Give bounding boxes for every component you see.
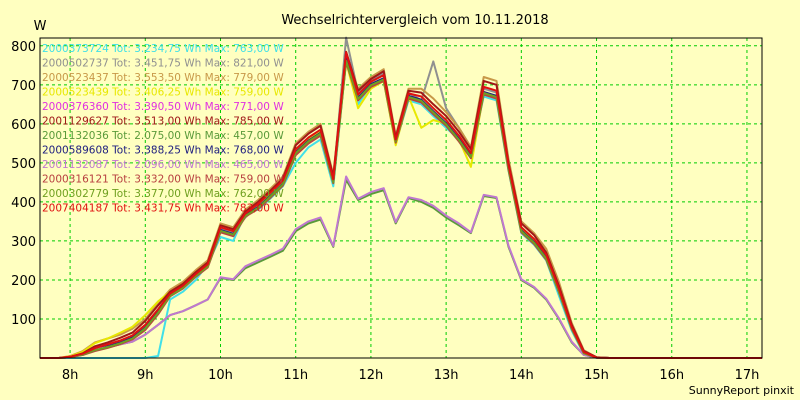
y-tick-label: 500: [11, 157, 36, 172]
legend-entry: 2000523439 Tot: 3.406,25 Wh Max: 759,00 …: [42, 87, 284, 99]
y-tick-label: 100: [11, 313, 36, 328]
legend-entry: 2000316121 Tot: 3.332,00 Wh Max: 759,00 …: [42, 174, 284, 186]
legend-entry: 2001129627 Tot: 3.513,00 Wh Max: 785,00 …: [42, 116, 284, 128]
legend-entry: 2000502737 Tot: 3.451,75 Wh Max: 821,00 …: [42, 58, 284, 70]
y-tick-label: 300: [11, 235, 36, 250]
legend: 2000373724 Tot: 3.234,75 Wh Max: 763,00 …: [42, 43, 284, 215]
legend-entry: 2000523437 Tot: 3.553,50 Wh Max: 779,00 …: [42, 72, 284, 84]
x-tick-label: 16h: [659, 368, 684, 383]
y-tick-label: 400: [11, 196, 36, 211]
x-tick-label: 17h: [735, 368, 760, 383]
y-tick-labels: 100 200 300 400 500 600 700 800: [11, 40, 36, 328]
legend-entry: 2001132087 Tot: 2.096,00 Wh Max: 465,00 …: [42, 159, 284, 171]
y-axis-unit: W: [34, 19, 47, 34]
legend-entry: 2000589608 Tot: 3.388,25 Wh Max: 768,00 …: [42, 145, 284, 157]
x-tick-label: 15h: [584, 368, 609, 383]
y-tick-label: 600: [11, 118, 36, 133]
y-tick-label: 200: [11, 274, 36, 289]
x-tick-label: 8h: [62, 368, 79, 383]
credit-text: SunnyReport pinxit: [689, 384, 795, 397]
x-tick-labels: 8h 9h 10h 11h 12h 13h 14h 15h 16h 17h: [62, 368, 760, 383]
x-tick-label: 13h: [434, 368, 459, 383]
x-tick-label: 14h: [509, 368, 534, 383]
x-tick-label: 10h: [208, 368, 233, 383]
grid-lines: [40, 38, 762, 358]
legend-entry: 2000376360 Tot: 3.390,50 Wh Max: 771,00 …: [42, 101, 284, 113]
y-tick-label: 800: [11, 40, 36, 55]
chart-title: Wechselrichtervergleich vom 10.11.2018: [281, 13, 548, 28]
plot-frame: [39, 37, 763, 359]
legend-entry: 2000373724 Tot: 3.234,75 Wh Max: 763,00 …: [42, 43, 284, 55]
y-tick-label: 700: [11, 79, 36, 94]
legend-entry: 2007404187 Tot: 3.431,75 Wh Max: 783,00 …: [42, 203, 284, 215]
legend-entry: 2000302779 Tot: 3.377,00 Wh Max: 762,00 …: [42, 188, 284, 200]
x-tick-label: 12h: [359, 368, 384, 383]
x-tick-label: 9h: [137, 368, 154, 383]
legend-entry: 2001132036 Tot: 2.075,00 Wh Max: 457,00 …: [42, 130, 284, 142]
x-tick-label: 11h: [283, 368, 308, 383]
